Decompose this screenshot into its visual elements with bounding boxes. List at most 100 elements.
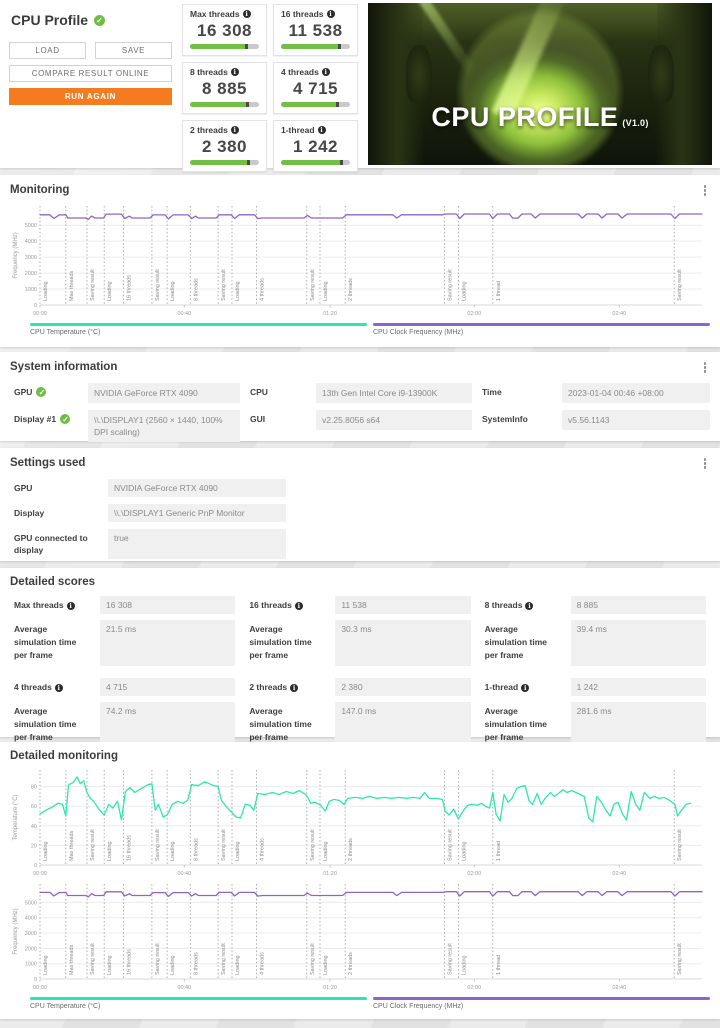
score-tile-2-threads: 2 threads 2 380 bbox=[182, 120, 267, 172]
score-box: 16 308 bbox=[100, 596, 236, 614]
avg-time-box: 74.2 ms bbox=[100, 702, 236, 748]
detailed-score-max-threads: Max threads 16 308 Average simulation ti… bbox=[14, 596, 236, 666]
detailed-score-8-threads: 8 threads 8 885 Average simulation time … bbox=[485, 596, 706, 666]
monitoring-section: Monitoring 0 1000 2000 3000 4000 5000 Loading M… bbox=[0, 175, 720, 347]
svg-text:00:40: 00:40 bbox=[177, 871, 191, 877]
info-icon[interactable] bbox=[230, 126, 239, 134]
detailed-score-1-thread: 1-thread 1 242 Average simulation time p… bbox=[485, 678, 706, 748]
svg-text:3000: 3000 bbox=[25, 255, 37, 261]
frequency-legend-label: CPU Clock Frequency (MHz) bbox=[373, 328, 464, 336]
section-title: Settings used bbox=[10, 457, 86, 470]
svg-text:2 threads: 2 threads bbox=[348, 952, 354, 975]
info-icon[interactable] bbox=[66, 601, 75, 610]
svg-text:Saving result: Saving result bbox=[155, 268, 161, 300]
svg-text:8 threads: 8 threads bbox=[193, 838, 199, 861]
gpu-setting-label: GPU bbox=[14, 482, 33, 493]
frequency-legend-label: CPU Clock Frequency (MHz) bbox=[373, 1003, 464, 1010]
avg-time-box: 30.3 ms bbox=[335, 620, 471, 666]
svg-text:40: 40 bbox=[31, 824, 37, 830]
score-value: 4 715 bbox=[292, 79, 339, 98]
score-bar bbox=[190, 102, 259, 107]
svg-text:Saving result: Saving result bbox=[155, 943, 161, 975]
cpu-profile-banner: CPU PROFILE (V1.0) bbox=[368, 3, 712, 165]
avg-time-box: 147.0 ms bbox=[335, 702, 471, 748]
info-icon[interactable] bbox=[230, 68, 239, 76]
svg-text:8 threads: 8 threads bbox=[193, 952, 199, 975]
display-setting-value: \\.\DISPLAY1 Generic PnP Monitor bbox=[108, 503, 286, 522]
time-value: 2023-01-04 00:46 +08:00 bbox=[562, 382, 710, 403]
gpu-value: NVIDIA GeForce RTX 4090 bbox=[88, 382, 240, 403]
score-box: 4 715 bbox=[100, 678, 236, 696]
info-icon[interactable] bbox=[290, 683, 299, 692]
svg-text:Loading: Loading bbox=[461, 955, 467, 975]
svg-text:02:00: 02:00 bbox=[467, 311, 481, 317]
svg-text:1000: 1000 bbox=[25, 287, 37, 293]
info-icon[interactable] bbox=[326, 10, 335, 18]
info-icon[interactable] bbox=[242, 10, 251, 18]
info-icon[interactable] bbox=[54, 683, 63, 692]
score-value: 16 308 bbox=[197, 21, 252, 40]
temperature-legend-label: CPU Temperature (°C) bbox=[30, 1003, 101, 1010]
svg-text:16 threads: 16 threads bbox=[126, 835, 132, 861]
svg-text:Loading: Loading bbox=[235, 281, 241, 301]
systeminfo-value: v5.56.1143 bbox=[562, 409, 710, 431]
compare-result-online-button[interactable]: COMPARE RESULT ONLINE bbox=[9, 65, 172, 82]
gpu-connected-label: GPU connected to display bbox=[14, 532, 88, 556]
frequency-chart-detailed: 0 1000 2000 3000 4000 5000 Loading Max threads S… bbox=[0, 880, 720, 994]
display-label: Display #1 bbox=[14, 410, 78, 425]
svg-text:Loading: Loading bbox=[461, 841, 467, 861]
info-icon[interactable] bbox=[521, 683, 530, 692]
temperature-legend-label: CPU Temperature (°C) bbox=[30, 328, 101, 336]
svg-text:5000: 5000 bbox=[25, 900, 37, 906]
svg-text:00:40: 00:40 bbox=[177, 311, 191, 317]
score-tiles: Max threads 16 308 16 threads 11 538 8 t… bbox=[180, 0, 360, 172]
score-bar bbox=[281, 102, 350, 107]
svg-text:1 thread: 1 thread bbox=[496, 841, 502, 861]
svg-text:4000: 4000 bbox=[25, 239, 37, 245]
svg-text:Saving result: Saving result bbox=[677, 829, 683, 861]
more-options-icon[interactable] bbox=[700, 183, 711, 198]
svg-text:00:00: 00:00 bbox=[33, 985, 47, 991]
svg-text:01:20: 01:20 bbox=[323, 871, 337, 877]
svg-text:Loading: Loading bbox=[461, 281, 467, 301]
svg-text:Loading: Loading bbox=[323, 281, 329, 301]
score-tile-max-threads: Max threads 16 308 bbox=[182, 4, 267, 56]
info-icon[interactable] bbox=[317, 126, 326, 134]
avg-time-box: 21.5 ms bbox=[100, 620, 236, 666]
score-bar bbox=[190, 160, 259, 165]
run-again-button[interactable]: RUN AGAIN bbox=[9, 88, 172, 105]
load-button[interactable]: LOAD bbox=[9, 42, 86, 59]
info-icon[interactable] bbox=[321, 68, 330, 76]
svg-text:02:40: 02:40 bbox=[612, 871, 626, 877]
info-icon[interactable] bbox=[294, 601, 303, 610]
svg-text:00:40: 00:40 bbox=[177, 985, 191, 991]
score-label: 4 threads bbox=[281, 67, 319, 77]
svg-text:Loading: Loading bbox=[107, 281, 113, 301]
section-title: System information bbox=[10, 361, 118, 374]
display-setting-label: Display bbox=[14, 507, 45, 518]
svg-text:Loading: Loading bbox=[43, 281, 49, 301]
svg-text:2 threads: 2 threads bbox=[348, 838, 354, 861]
more-options-icon[interactable] bbox=[700, 360, 711, 375]
header-card: CPU Profile LOAD SAVE COMPARE RESULT ONL… bbox=[0, 0, 720, 172]
score-value: 2 380 bbox=[201, 137, 248, 156]
svg-text:Loading: Loading bbox=[43, 841, 49, 861]
frequency-legend-bar bbox=[373, 322, 710, 326]
score-value: 11 538 bbox=[288, 21, 343, 40]
gpu-connected-value: true bbox=[108, 528, 286, 559]
svg-text:02:40: 02:40 bbox=[612, 311, 626, 317]
svg-text:Saving result: Saving result bbox=[448, 268, 454, 300]
detailed-score-4-threads: 4 threads 4 715 Average simulation time … bbox=[14, 678, 236, 748]
cpu-label: CPU bbox=[250, 386, 268, 397]
svg-text:Max threads: Max threads bbox=[69, 830, 75, 861]
svg-text:20: 20 bbox=[31, 843, 37, 849]
more-options-icon[interactable] bbox=[700, 456, 711, 471]
info-icon[interactable] bbox=[525, 601, 534, 610]
frequency-legend-bar bbox=[373, 997, 710, 1000]
score-tile-1-thread: 1-thread 1 242 bbox=[273, 120, 358, 172]
svg-text:8 threads: 8 threads bbox=[193, 277, 199, 300]
svg-text:Loading: Loading bbox=[43, 955, 49, 975]
svg-text:2 threads: 2 threads bbox=[348, 277, 354, 300]
gui-value: v2.25.8056 s64 bbox=[316, 409, 472, 431]
save-button[interactable]: SAVE bbox=[95, 42, 172, 59]
